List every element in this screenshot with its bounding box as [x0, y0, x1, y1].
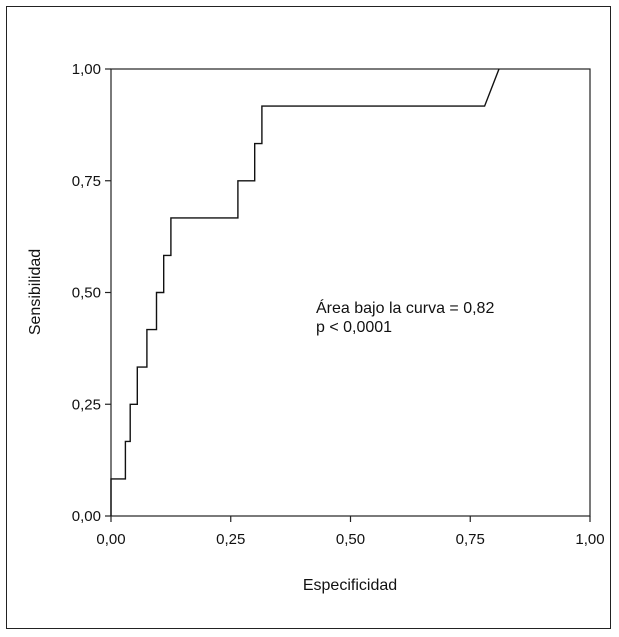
annotation-auc: Área bajo la curva = 0,82: [316, 298, 494, 317]
x-tick-label: 0,25: [216, 531, 245, 548]
roc-curve-line: [110, 68, 500, 516]
y-tick-label: 0,75: [72, 173, 101, 190]
x-tick-label: 0,75: [456, 531, 485, 548]
y-axis-title: Sensibilidad: [27, 249, 44, 335]
figure-frame: [6, 6, 611, 629]
x-tick-label: 1,00: [575, 531, 604, 548]
y-tick-label: 1,00: [72, 61, 101, 78]
y-axis: 0,00 0,25 0,50 0,75 1,00: [72, 61, 111, 525]
plot-area: [110, 68, 591, 517]
x-tick-label: 0,00: [96, 531, 125, 548]
y-tick-label: 0,00: [72, 508, 101, 525]
x-tick-label: 0,50: [336, 531, 365, 548]
annotation-pvalue: p < 0,0001: [316, 319, 392, 336]
x-axis-title: Especificidad: [303, 577, 397, 594]
y-tick-label: 0,50: [72, 285, 101, 302]
y-tick-label: 0,25: [72, 396, 101, 413]
x-axis: 0,00 0,25 0,50 0,75 1,00: [96, 516, 605, 548]
